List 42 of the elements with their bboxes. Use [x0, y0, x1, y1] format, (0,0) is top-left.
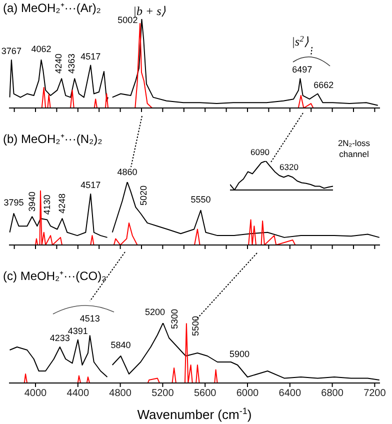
- annotation: 4363: [66, 54, 77, 74]
- chart-title: (c) MeOH₂⁺···(CO)₂: [3, 269, 107, 283]
- x-tick-label: 4400: [66, 388, 90, 400]
- annotation: 6497: [292, 64, 312, 75]
- annotation: 4130: [42, 194, 52, 215]
- x-axis-title: Wavenumber (cm$^{-1}$): [137, 406, 252, 422]
- annotation: 4391: [68, 326, 88, 336]
- annotation: |s$^{2}$⟩: [292, 34, 309, 49]
- annotation: 4248: [57, 194, 68, 214]
- chart-title: (b) MeOH₂⁺···(N₂)₂: [3, 132, 103, 146]
- text: 6090: [250, 147, 270, 157]
- x-tick-label: 4000: [24, 388, 48, 400]
- text: 2N₂-loss channel: [338, 138, 370, 159]
- annotation: 4233: [50, 333, 70, 343]
- annotation: 5550: [190, 194, 211, 204]
- annotation: 4513: [80, 314, 100, 324]
- annotation: 4860: [117, 167, 138, 177]
- annotation: 4240: [54, 54, 64, 74]
- annotation: 6320: [280, 162, 299, 172]
- annotation: 5500: [190, 316, 200, 336]
- x-tick-label: 5600: [194, 388, 217, 400]
- annotation: 5840: [110, 340, 131, 350]
- annotation: 3767: [1, 46, 22, 56]
- annotation: 5002: [118, 15, 138, 25]
- annotation: 5300: [169, 308, 180, 329]
- annotation: 5200: [145, 307, 166, 317]
- annotation: 5020: [138, 185, 149, 206]
- x-tick-label: 4800: [109, 388, 132, 400]
- annotation: 3940: [27, 192, 38, 212]
- annotation: 3795: [4, 198, 24, 208]
- annotation: 4517: [80, 180, 101, 190]
- annotation: 6662: [314, 80, 334, 90]
- x-tick-label: 6800: [321, 388, 344, 400]
- x-tick-label: 6000: [236, 388, 260, 400]
- x-tick-label: 6400: [278, 388, 302, 400]
- annotation: 4517: [80, 51, 101, 62]
- annotation: |b + s⟩: [133, 4, 166, 18]
- annotation: 4062: [31, 44, 52, 54]
- annotation: 5900: [230, 349, 250, 359]
- x-tick-label: 5200: [152, 388, 174, 400]
- x-tick-label: 7200: [364, 388, 386, 400]
- chart-title: (a) MeOH₂⁺···(Ar)₂: [3, 1, 102, 15]
